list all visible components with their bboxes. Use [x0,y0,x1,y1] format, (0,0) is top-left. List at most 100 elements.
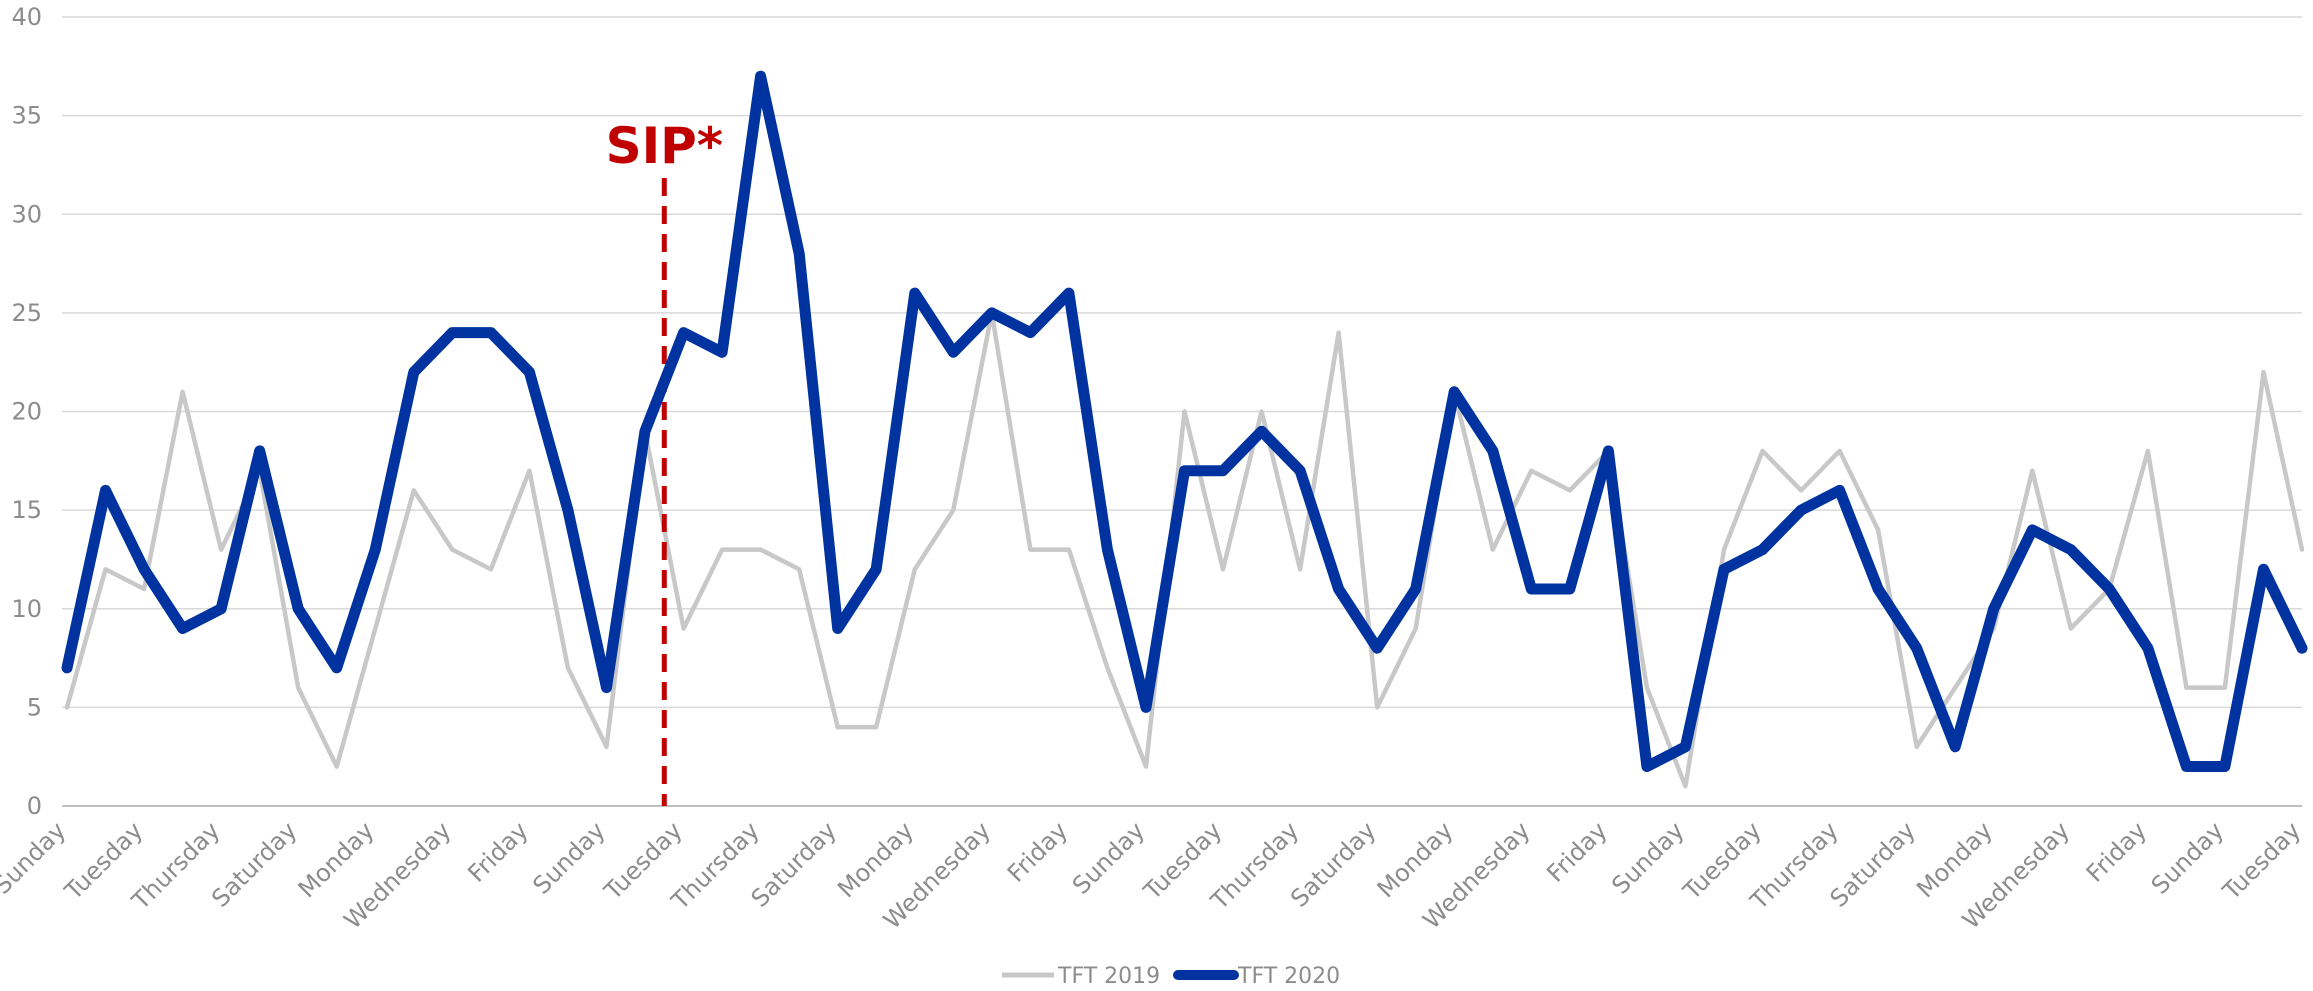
y-tick-label: 5 [27,693,42,721]
y-tick-label: 30 [11,200,42,228]
data-point-tft-2020 [1184,470,1185,471]
gridlines [62,16,2302,807]
data-point-tft-2020 [1030,332,1031,333]
data-point-tft-2019 [490,569,491,570]
series-line-tft-2020 [61,70,2308,772]
data-point-tft-2020 [1801,510,1802,511]
data-point-tft-2020 [1492,450,1493,451]
legend: TFT 2019 TFT 2020 [1002,964,1340,989]
data-point-tft-2019 [182,391,183,392]
y-tick-label: 25 [11,299,42,327]
data-point-tft-2019 [67,707,68,708]
data-point-tft-2020 [2070,549,2071,550]
x-tick-label: Saturday [1285,816,1381,912]
data-point-tft-2019 [298,687,299,688]
y-tick-label: 35 [11,102,42,130]
data-point-tft-2020 [2263,569,2264,570]
data-point-tft-2019 [914,569,915,570]
data-point-tft-2020 [1646,766,1647,767]
data-point-tft-2019 [1068,549,1069,550]
data-point-tft-2019 [953,510,954,511]
data-point-tft-2020 [1415,589,1416,590]
data-point-tft-2020 [645,431,646,432]
data-point-tft-2019 [452,549,453,550]
data-point-tft-2020 [1839,490,1840,491]
data-point-tft-2020 [452,332,453,333]
data-point-tft-2019 [1531,470,1532,471]
data-point-tft-2019 [2032,470,2033,471]
data-point-tft-2019 [105,569,106,570]
data-point-tft-2019 [1107,667,1108,668]
y-tick-label: 20 [11,398,42,426]
data-point-tft-2019 [529,470,530,471]
data-point-tft-2019 [2302,549,2303,550]
data-point-tft-2020 [1723,569,1724,570]
data-point-tft-2019 [1762,450,1763,451]
y-tick-label: 0 [27,792,42,820]
x-axis: SundayTuesdayThursdaySaturdayMondayWedne… [0,816,2306,934]
data-point-tft-2020 [259,450,260,451]
data-point-tft-2020 [1107,549,1108,550]
x-tick-label: Sunday [1067,816,1150,899]
x-tick-label: Saturday [206,816,302,912]
data-point-tft-2019 [1916,746,1917,747]
data-point-tft-2020 [67,667,68,668]
data-point-tft-2019 [2070,628,2071,629]
data-point-tft-2020 [105,490,106,491]
data-point-tft-2019 [221,549,222,550]
data-point-tft-2019 [413,490,414,491]
data-point-tft-2020 [298,608,299,609]
y-axis: 0 5 10 15 20 25 30 35 40 [11,3,42,820]
data-point-tft-2020 [1454,391,1455,392]
data-point-tft-2019 [2224,687,2225,688]
data-point-tft-2019 [1569,490,1570,491]
data-point-tft-2020 [722,352,723,353]
series-tft-2019 [64,310,2305,789]
series-tft-2020 [61,70,2308,772]
data-point-tft-2020 [1916,648,1917,649]
data-point-tft-2019 [2147,450,2148,451]
data-point-tft-2020 [799,253,800,254]
data-point-tft-2020 [1993,608,1994,609]
sip-annotation: SIP* [606,117,723,806]
y-tick-label: 40 [11,3,42,31]
x-tick-label: Sunday [2146,816,2229,899]
x-tick-label: Saturday [746,816,842,912]
data-point-tft-2019 [2263,372,2264,373]
data-point-tft-2020 [1338,589,1339,590]
data-point-tft-2019 [1685,786,1686,787]
x-tick-label: Tuesday [2217,816,2307,906]
data-point-tft-2019 [1300,569,1301,570]
legend-label-tft-2020: TFT 2020 [1237,964,1340,989]
x-tick-label: Friday [1541,816,1612,887]
data-point-tft-2020 [1531,589,1532,590]
data-point-tft-2019 [799,569,800,570]
data-point-tft-2020 [1261,431,1262,432]
data-point-tft-2019 [2186,687,2187,688]
data-point-tft-2019 [1492,549,1493,550]
data-point-tft-2020 [953,352,954,353]
data-point-tft-2019 [1377,707,1378,708]
x-tick-label: Sunday [527,816,610,899]
data-point-tft-2020 [144,569,145,570]
data-point-tft-2019 [837,727,838,728]
data-point-tft-2020 [182,628,183,629]
legend-label-tft-2019: TFT 2019 [1057,964,1160,989]
data-point-tft-2020 [683,332,684,333]
data-point-tft-2020 [1377,648,1378,649]
data-point-tft-2020 [1068,293,1069,294]
data-point-tft-2019 [1415,628,1416,629]
data-point-tft-2019 [722,549,723,550]
data-point-tft-2019 [1223,569,1224,570]
data-point-tft-2020 [1685,746,1686,747]
data-point-tft-2020 [490,332,491,333]
data-point-tft-2019 [683,628,684,629]
data-point-tft-2020 [529,372,530,373]
sip-label: SIP* [606,117,723,175]
data-point-tft-2020 [2147,648,2148,649]
data-point-tft-2019 [336,766,337,767]
x-tick-label: Friday [1002,816,1073,887]
data-point-tft-2019 [1030,549,1031,550]
data-point-tft-2019 [567,667,568,668]
